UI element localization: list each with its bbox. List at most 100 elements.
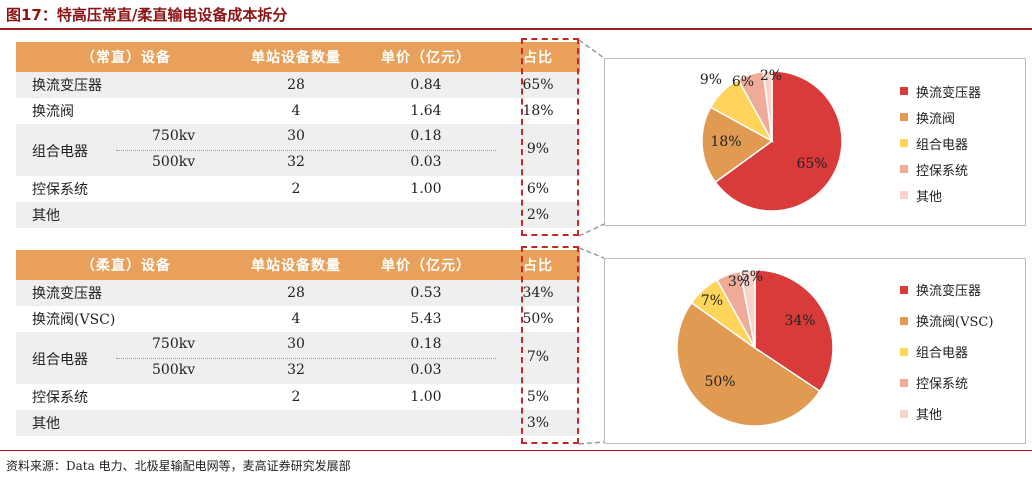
share-highlight-box (521, 246, 579, 444)
figure-title: 图17：特高压常直/柔直输电设备成本拆分 (6, 6, 288, 24)
row-share: 2% (526, 207, 550, 223)
legend-swatch (900, 165, 908, 173)
source-note: 资料来源：Data 电力、北极星输配电网等，麦高证券研究发展部 (6, 459, 351, 473)
row-price: 1.64 (410, 103, 442, 119)
table-group: 组合电器 750kv 30 0.18 500kv 32 0.03 7% (16, 332, 580, 384)
pie-slice (714, 70, 843, 212)
row-price: 5.43 (410, 311, 442, 327)
row-share: 5% (526, 389, 550, 405)
row-qty: 4 (291, 103, 301, 119)
row-qty: 2 (291, 181, 301, 197)
table-row: 换流阀(VSC) 4 5.43 50% (16, 306, 580, 332)
row-qty: 28 (287, 77, 305, 93)
connector-line (578, 441, 605, 445)
row-name: 换流变压器 (32, 286, 102, 302)
legend-label: 换流变压器 (916, 85, 982, 101)
legend-swatch (900, 139, 908, 147)
legend-swatch (900, 87, 908, 95)
row-price: 0.53 (410, 285, 442, 301)
data-label: 7% (701, 293, 723, 309)
table-header: （常直）设备 单站设备数量 单价（亿元） 占比 (16, 42, 580, 72)
row-name: 换流阀 (32, 104, 74, 120)
table-group: 组合电器 750kv 30 0.18 500kv 32 0.03 9% (16, 124, 580, 176)
sub-qty: 30 (287, 128, 305, 144)
legend-label: 控保系统 (916, 377, 969, 392)
header-price: 单价（亿元） (381, 50, 471, 66)
sub-price: 0.18 (410, 128, 442, 144)
legend-item: 组合电器 (900, 336, 993, 367)
legend-item: 换流阀 (900, 104, 981, 130)
pie-slice (676, 301, 821, 427)
legend-item: 控保系统 (900, 367, 993, 398)
table-row: 控保系统 2 1.00 5% (16, 384, 580, 410)
legend-item: 换流变压器 (900, 274, 993, 305)
sub-qty: 30 (287, 336, 305, 352)
row-qty: 2 (291, 389, 301, 405)
data-label: 18% (710, 134, 741, 150)
data-label: 65% (796, 156, 827, 172)
header-quantity: 单站设备数量 (251, 258, 341, 274)
legend-swatch (900, 409, 908, 418)
data-label: 3% (728, 274, 750, 290)
data-label: 34% (784, 313, 815, 329)
table-row: 其他 2% (16, 202, 580, 228)
pie-chart-conventional: 65% 18% 9% 6% 2% (700, 68, 843, 212)
data-label: 9% (700, 72, 722, 88)
table-row: 控保系统 2 1.00 6% (16, 176, 580, 202)
table-conventional: （常直）设备 单站设备数量 单价（亿元） 占比 换流变压器 28 0.84 65… (16, 42, 580, 228)
legend-label: 换流阀 (916, 111, 956, 127)
sub-label: 500kv (152, 362, 196, 378)
legend-flexible: 换流变压器换流阀(VSC) 组合电器控保系统其他 (900, 274, 993, 429)
legend-item: 换流变压器 (900, 78, 981, 104)
header-share: 占比 (523, 258, 553, 274)
sub-price: 0.03 (410, 154, 442, 170)
row-name: 其他 (32, 416, 60, 432)
table-row: 换流变压器 28 0.84 65% (16, 72, 580, 98)
legend-item: 控保系统 (900, 156, 981, 182)
group-share: 9% (526, 141, 550, 157)
legend-item: 其他 (900, 398, 993, 429)
sub-qty: 32 (287, 362, 305, 378)
legend-label: 其他 (916, 189, 943, 205)
header-quantity: 单站设备数量 (251, 50, 341, 66)
row-name: 换流阀(VSC) (32, 312, 116, 328)
legend-item: 其他 (900, 182, 981, 208)
data-label: 5% (741, 269, 763, 285)
header-share: 占比 (523, 50, 553, 66)
sub-label: 750kv (152, 128, 196, 144)
connector-line (578, 247, 605, 259)
sub-label: 500kv (152, 154, 196, 170)
legend-label: 换流阀(VSC) (916, 315, 994, 330)
header-price: 单价（亿元） (381, 258, 471, 274)
bottom-rule (0, 450, 1032, 451)
table-row: 换流阀 4 1.64 18% (16, 98, 580, 124)
data-label: 2% (760, 68, 782, 84)
data-label: 50% (704, 374, 735, 390)
group-name: 组合电器 (32, 144, 88, 160)
connector-line (578, 223, 605, 237)
legend-label: 组合电器 (916, 346, 969, 361)
pie-chart-flexible: 34% 50% 7% 3%5% (676, 269, 834, 427)
legend-label: 组合电器 (916, 137, 969, 153)
legend-item: 换流阀(VSC) (900, 305, 993, 336)
row-name: 其他 (32, 208, 60, 224)
table-row: 其他 3% (16, 410, 580, 436)
row-name: 控保系统 (32, 390, 88, 406)
row-qty: 28 (287, 285, 305, 301)
row-name: 换流变压器 (32, 78, 102, 94)
header-equipment: （常直）设备 (81, 50, 171, 66)
row-share: 3% (526, 415, 550, 431)
title-rule (0, 28, 1032, 30)
sub-price: 0.18 (410, 336, 442, 352)
dotted-divider (116, 358, 496, 359)
row-share: 50% (522, 311, 554, 327)
row-qty: 4 (291, 311, 301, 327)
row-share: 65% (522, 77, 554, 93)
pie-slice (762, 70, 773, 142)
data-label: 6% (732, 74, 754, 90)
legend-swatch (900, 113, 908, 121)
share-highlight-box (521, 38, 579, 236)
legend-swatch (900, 378, 908, 387)
header-equipment: （柔直）设备 (81, 258, 171, 274)
row-price: 1.00 (410, 181, 442, 197)
